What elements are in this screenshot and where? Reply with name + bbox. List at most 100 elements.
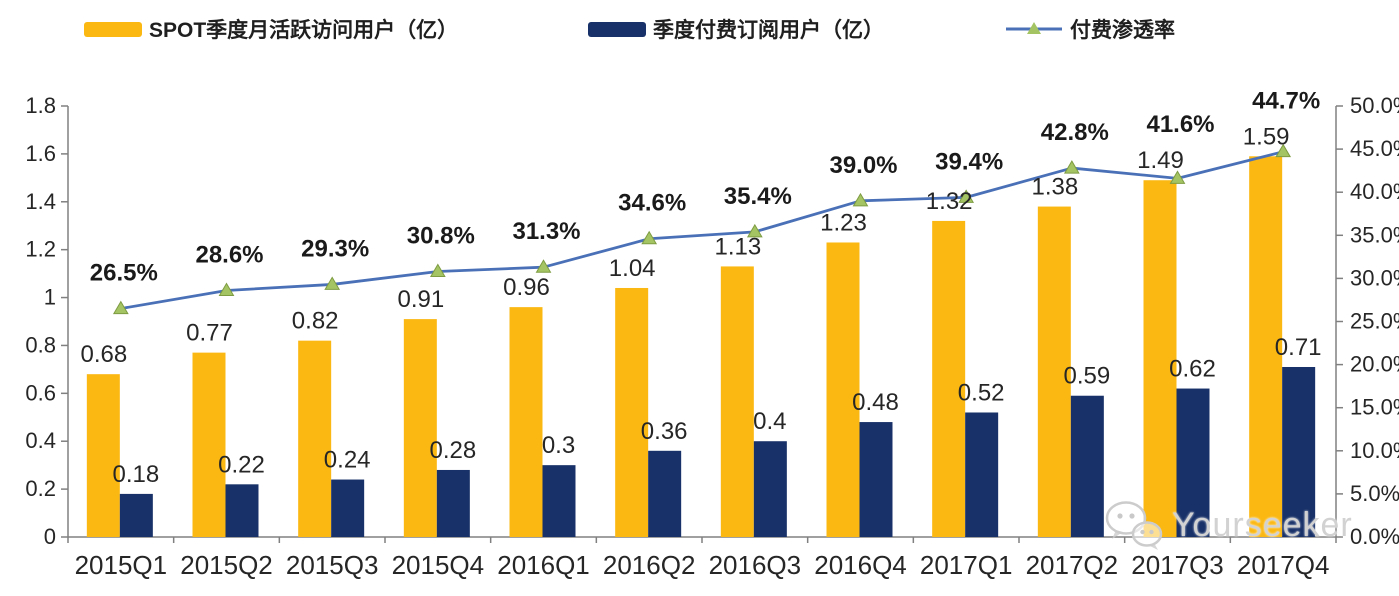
bar-subscribers — [1282, 366, 1316, 537]
mau-value-label: 1.59 — [1243, 123, 1290, 150]
right-axis-tick-label: 35.0% — [1350, 222, 1399, 247]
bar-subscribers — [1176, 388, 1210, 537]
penetration-marker — [746, 223, 763, 238]
legend-swatch — [84, 21, 142, 37]
bar-mau — [615, 287, 649, 537]
subscribers-value-label: 0.28 — [429, 437, 476, 464]
legend-item-1: 季度付费订阅用户（亿） — [588, 14, 884, 44]
penetration-percent-label: 44.7% — [1252, 87, 1320, 114]
bar-mau — [932, 220, 966, 537]
bar-subscribers — [542, 465, 576, 537]
bar-subscribers — [436, 469, 470, 537]
x-axis-category-label: 2017Q3 — [1131, 550, 1224, 580]
x-axis-category-label: 2016Q3 — [709, 550, 802, 580]
bar-subscribers — [119, 493, 153, 537]
right-axis-tick-label: 15.0% — [1350, 395, 1399, 420]
right-axis-tick-label: 20.0% — [1350, 352, 1399, 377]
mau-value-label: 1.38 — [1031, 174, 1078, 201]
penetration-percent-label: 39.0% — [829, 152, 897, 179]
subscribers-value-label: 0.52 — [958, 379, 1005, 406]
right-axis-tick-label: 45.0% — [1350, 136, 1399, 161]
penetration-line — [120, 150, 1284, 310]
bar-mau — [403, 319, 437, 537]
subscribers-value-label: 0.59 — [1063, 363, 1110, 390]
penetration-marker — [1275, 143, 1292, 158]
penetration-percent-label: 35.4% — [724, 183, 792, 210]
mau-value-label: 1.49 — [1137, 147, 1184, 174]
mau-value-label: 0.91 — [397, 286, 444, 313]
subscribers-value-label: 0.18 — [112, 461, 159, 488]
penetration-marker — [1169, 170, 1186, 184]
bar-mau — [192, 352, 226, 537]
legend-label: 季度付费订阅用户（亿） — [653, 19, 884, 42]
left-axis-tick-label: 0.6 — [25, 380, 56, 405]
bar-mau — [86, 374, 120, 537]
x-axis-category-label: 2016Q1 — [497, 550, 590, 580]
right-axis-tick-label: 30.0% — [1350, 265, 1399, 290]
subscribers-value-label: 0.22 — [218, 451, 265, 478]
bar-subscribers — [859, 422, 893, 537]
bar-subscribers — [753, 441, 787, 537]
penetration-marker — [852, 192, 869, 207]
right-axis-tick-label: 50.0% — [1350, 93, 1399, 118]
penetration-percent-label: 41.6% — [1146, 111, 1214, 138]
mau-value-label: 0.77 — [186, 320, 233, 347]
left-axis-tick-label: 1.2 — [25, 237, 56, 262]
left-axis-tick-label: 0.4 — [25, 428, 56, 453]
x-axis-category-label: 2017Q4 — [1237, 550, 1330, 580]
x-axis-category-label: 2015Q1 — [75, 550, 168, 580]
mau-value-label: 0.82 — [292, 308, 339, 335]
bar-mau — [298, 340, 332, 537]
bar-mau — [1249, 156, 1283, 538]
right-axis-tick-label: 25.0% — [1350, 309, 1399, 334]
penetration-percent-label: 34.6% — [618, 190, 686, 217]
x-axis-category-label: 2015Q3 — [286, 550, 379, 580]
right-axis-tick-label: 10.0% — [1350, 438, 1399, 463]
mau-value-label: 0.68 — [80, 341, 127, 368]
penetration-percent-label: 28.6% — [195, 241, 263, 268]
subscribers-value-label: 0.48 — [852, 389, 899, 416]
bar-subscribers — [1070, 395, 1104, 537]
penetration-percent-label: 26.5% — [90, 260, 158, 287]
penetration-percent-label: 31.3% — [512, 218, 580, 245]
penetration-percent-label: 42.8% — [1041, 119, 1109, 146]
bar-subscribers — [331, 479, 365, 537]
bar-mau — [826, 242, 860, 537]
chart-legend: SPOT季度月活跃访问用户（亿） 季度付费订阅用户（亿） 付费渗透率 — [0, 0, 1399, 60]
penetration-marker — [112, 300, 129, 315]
left-axis-tick-label: 1.4 — [25, 189, 56, 214]
x-axis-category-label: 2015Q4 — [392, 550, 485, 580]
legend-label: SPOT季度月活跃访问用户（亿） — [149, 19, 459, 42]
legend-item-0: SPOT季度月活跃访问用户（亿） — [84, 14, 458, 44]
legend-label: 付费渗透率 — [1070, 19, 1175, 42]
bar-subscribers — [225, 484, 259, 537]
bar-mau — [509, 307, 543, 537]
mau-value-label: 1.04 — [609, 255, 656, 282]
right-axis-tick-label: 0.0% — [1350, 524, 1399, 549]
x-axis-category-label: 2016Q4 — [814, 550, 907, 580]
mau-value-label: 1.23 — [820, 209, 867, 236]
left-axis-tick-label: 1.6 — [25, 141, 56, 166]
legend-line-marker — [1006, 22, 1062, 34]
subscribers-value-label: 0.62 — [1169, 356, 1216, 383]
subscribers-value-label: 0.36 — [641, 418, 688, 445]
right-axis-tick-label: 5.0% — [1350, 481, 1399, 506]
penetration-marker — [429, 263, 446, 278]
left-axis-tick-label: 1 — [44, 285, 56, 310]
penetration-marker — [958, 189, 975, 203]
left-axis-tick-label: 0 — [44, 524, 56, 549]
penetration-marker — [218, 282, 235, 296]
mau-value-label: 1.32 — [926, 188, 973, 215]
bar-subscribers — [965, 412, 999, 537]
x-axis-category-label: 2017Q2 — [1026, 550, 1119, 580]
x-axis-category-label: 2016Q2 — [603, 550, 696, 580]
subscribers-value-label: 0.71 — [1275, 334, 1322, 361]
penetration-marker — [324, 276, 341, 290]
bar-subscribers — [648, 450, 682, 537]
mau-value-label: 1.13 — [714, 233, 761, 260]
subscribers-value-label: 0.24 — [324, 447, 371, 474]
legend-item-2: 付费渗透率 — [1005, 14, 1175, 44]
penetration-marker — [641, 230, 658, 245]
